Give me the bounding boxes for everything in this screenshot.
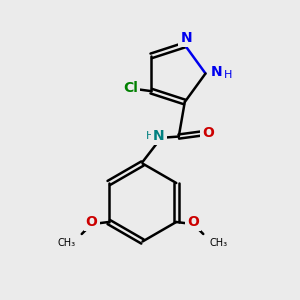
Text: O: O <box>86 215 98 229</box>
Text: N: N <box>153 129 164 142</box>
Text: H: H <box>224 70 232 80</box>
Text: N: N <box>211 65 223 79</box>
Text: H: H <box>146 130 154 141</box>
Text: O: O <box>188 215 199 229</box>
Text: CH₃: CH₃ <box>209 238 227 248</box>
Text: Cl: Cl <box>123 81 138 95</box>
Text: O: O <box>202 126 214 140</box>
Text: CH₃: CH₃ <box>58 238 76 248</box>
Text: N: N <box>181 32 192 45</box>
